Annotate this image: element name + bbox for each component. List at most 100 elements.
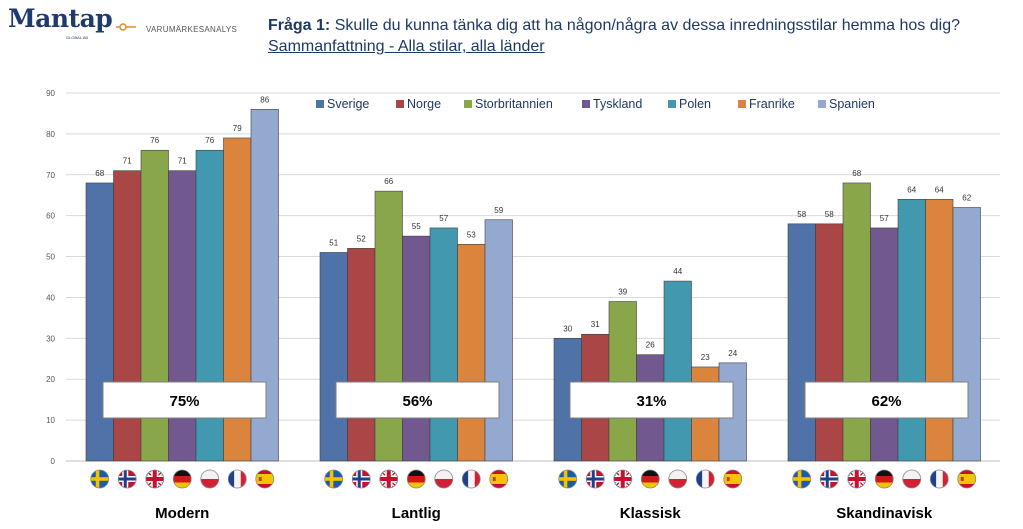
data-label: 57 (439, 214, 448, 223)
data-label: 66 (384, 177, 393, 186)
data-label: 64 (935, 185, 944, 194)
data-label: 31 (591, 320, 600, 329)
data-label: 55 (412, 222, 421, 231)
legend-swatch (316, 100, 324, 108)
bar-skandinavisk-polen (897, 199, 926, 462)
legend-swatch (464, 100, 472, 108)
legend-label: Norge (407, 97, 441, 111)
data-label: 24 (728, 349, 737, 358)
bar-lantlig-polen (429, 227, 458, 462)
brand-mark-icon (116, 23, 136, 31)
legend-swatch (738, 100, 746, 108)
legend-label: Storbritannien (475, 97, 553, 111)
summary-percent: 75% (169, 393, 199, 410)
sweden-flag-icon (792, 469, 812, 489)
bar-lantlig-norge (347, 248, 376, 462)
poland-flag-icon (668, 469, 688, 489)
y-tick-label: 70 (46, 171, 55, 180)
data-label: 23 (701, 353, 710, 362)
legend-item-franrike: Franrike (738, 97, 795, 111)
bar-skandinavisk-spanien (952, 207, 981, 462)
data-label: 52 (357, 234, 366, 243)
logo-text: Mantap (8, 4, 113, 33)
legend-swatch (668, 100, 676, 108)
norway-flag-icon (117, 469, 137, 489)
summary-percent: 62% (871, 393, 901, 410)
poland-flag-icon (434, 469, 454, 489)
legend-label: Tyskland (593, 97, 642, 111)
summary-box: 62% (804, 381, 969, 419)
sweden-flag-icon (324, 469, 344, 489)
uk-flag-icon (379, 469, 399, 489)
question-subtitle: Sammanfattning - Alla stilar, alla lände… (268, 38, 545, 55)
france-flag-icon (461, 469, 481, 489)
bar-lantlig-franrike (457, 243, 486, 462)
data-label: 62 (962, 193, 971, 202)
bar-skandinavisk-norge (815, 223, 844, 462)
category-label: Lantlig (392, 505, 441, 522)
sweden-flag-icon (90, 469, 110, 489)
norway-flag-icon (585, 469, 605, 489)
sweden-flag-icon (558, 469, 578, 489)
norway-flag-icon (351, 469, 371, 489)
data-label: 53 (467, 230, 476, 239)
legend-item-spanien: Spanien (818, 97, 875, 111)
category-label: Klassisk (620, 505, 682, 522)
question-text: Skulle du kunna tänka dig att ha någon/n… (330, 17, 960, 34)
y-tick-label: 20 (46, 375, 55, 384)
data-label: 58 (797, 210, 806, 219)
spain-flag-icon (723, 469, 743, 489)
legend-label: Spanien (829, 97, 875, 111)
bar-skandinavisk-tyskland (870, 227, 899, 462)
legend-label: Polen (679, 97, 711, 111)
uk-flag-icon (145, 469, 165, 489)
category-label: Modern (155, 505, 209, 522)
france-flag-icon (929, 469, 949, 489)
legend-swatch (818, 100, 826, 108)
bar-klassisk-polen (663, 280, 692, 462)
germany-flag-icon (874, 469, 894, 489)
data-label: 68 (95, 169, 104, 178)
poland-flag-icon (902, 469, 922, 489)
legend-label: Franrike (749, 97, 795, 111)
spain-flag-icon (255, 469, 275, 489)
bar-lantlig-sverige (319, 252, 348, 462)
legend-item-polen: Polen (668, 97, 711, 111)
data-label: 30 (563, 324, 572, 333)
data-label: 86 (260, 95, 269, 104)
y-tick-label: 80 (46, 130, 55, 139)
summary-box: 56% (335, 381, 500, 419)
data-label: 71 (178, 157, 187, 166)
mantap-logo: Mantap GLOBAL AB (8, 4, 113, 40)
bar-lantlig-storbritannien (374, 190, 403, 462)
data-label: 71 (123, 157, 132, 166)
legend-label: Sverige (327, 97, 369, 111)
question-label: Fråga 1: (268, 17, 331, 34)
data-label: 57 (880, 214, 889, 223)
y-tick-label: 10 (46, 416, 55, 425)
uk-flag-icon (613, 469, 633, 489)
legend-swatch (582, 100, 590, 108)
legend-item-sverige: Sverige (316, 97, 369, 111)
poland-flag-icon (200, 469, 220, 489)
data-label: 76 (150, 136, 159, 145)
data-label: 68 (852, 169, 861, 178)
data-label: 51 (329, 238, 338, 247)
legend-item-tyskland: Tyskland (582, 97, 642, 111)
y-tick-label: 30 (46, 334, 55, 343)
germany-flag-icon (406, 469, 426, 489)
germany-flag-icon (640, 469, 660, 489)
bar-skandinavisk-sverige (787, 223, 816, 462)
france-flag-icon (695, 469, 715, 489)
bar-klassisk-storbritannien (608, 301, 637, 462)
bar-skandinavisk-franrike (925, 199, 954, 462)
summary-box: 75% (102, 381, 267, 419)
data-label: 58 (825, 210, 834, 219)
data-label: 26 (646, 341, 655, 350)
spain-flag-icon (957, 469, 977, 489)
norway-flag-icon (819, 469, 839, 489)
logo-subtext: GLOBAL AB (66, 35, 89, 40)
category-label: Skandinavisk (836, 505, 933, 522)
data-label: 76 (205, 136, 214, 145)
